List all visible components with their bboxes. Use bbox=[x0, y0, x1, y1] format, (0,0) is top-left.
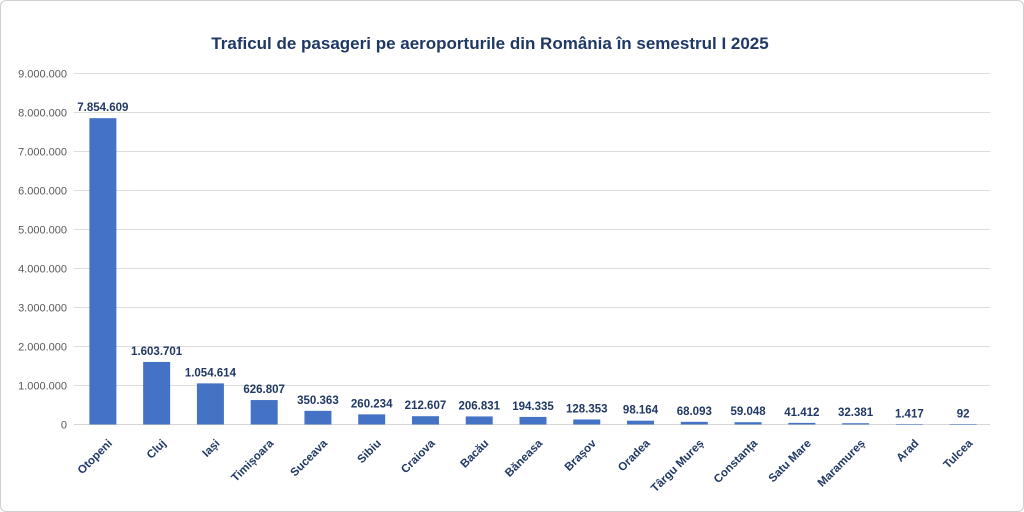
bar bbox=[573, 419, 601, 425]
x-axis-category-label: Satu Mare bbox=[767, 438, 814, 485]
bar-value-label: 1.417 bbox=[895, 408, 924, 420]
bar-value-label: 41.412 bbox=[784, 407, 819, 419]
y-axis-tick-label: 4.000.000 bbox=[18, 264, 67, 276]
bar bbox=[411, 416, 439, 425]
bar-value-label: 92 bbox=[957, 408, 970, 420]
bar bbox=[304, 410, 332, 425]
bar-value-label: 32.381 bbox=[838, 407, 874, 419]
x-axis-category-label: Bacău bbox=[458, 438, 491, 471]
y-axis-tick-label: 5.000.000 bbox=[18, 225, 67, 237]
bar-value-label: 194.335 bbox=[512, 401, 554, 413]
bar-value-label: 98.164 bbox=[623, 405, 659, 417]
y-axis-tick-label: 9.000.000 bbox=[18, 69, 67, 81]
y-axis-tick-label: 7.000.000 bbox=[18, 147, 67, 159]
bar-series bbox=[89, 118, 977, 425]
x-axis-category-label: Arad bbox=[894, 438, 921, 465]
bar-value-label: 128.353 bbox=[566, 403, 608, 415]
chart-title: Traficul de pasageri pe aeroporturile di… bbox=[211, 34, 768, 53]
x-axis-category-label: Otopeni bbox=[76, 438, 115, 477]
x-axis-category-label: Constanța bbox=[712, 437, 761, 486]
x-axis-category-label: Iași bbox=[200, 438, 222, 460]
bar bbox=[519, 416, 547, 425]
x-axis-category-label: Timișoara bbox=[230, 437, 277, 484]
bar-value-label: 626.807 bbox=[243, 384, 285, 396]
x-axis-category-label: Tulcea bbox=[942, 437, 976, 471]
y-axis-tick-label: 3.000.000 bbox=[18, 303, 67, 315]
bar bbox=[627, 420, 655, 425]
bar-value-label: 59.048 bbox=[730, 406, 766, 418]
bar-value-label: 7.854.609 bbox=[77, 102, 128, 114]
x-axis-category-label: Sibiu bbox=[355, 438, 383, 466]
bar bbox=[358, 414, 386, 425]
gridlines bbox=[74, 73, 990, 425]
x-axis-category-label: Brașov bbox=[563, 437, 599, 473]
bar bbox=[895, 424, 923, 425]
bar bbox=[949, 424, 977, 425]
y-axis-tick-label: 0 bbox=[61, 420, 67, 432]
y-axis-tick-label: 6.000.000 bbox=[18, 186, 67, 198]
x-axis-category-labels: Otopeni Cluj Iași Timișoara Suceava Sibiu Crai… bbox=[76, 437, 976, 495]
bar-value-label: 68.093 bbox=[677, 406, 712, 418]
y-axis-tick-label: 2.000.000 bbox=[18, 342, 67, 354]
x-axis-category-label: Suceava bbox=[289, 437, 331, 479]
bar bbox=[842, 423, 870, 425]
bar bbox=[250, 400, 278, 425]
bar-value-label: 350.363 bbox=[297, 395, 339, 407]
x-axis-category-label: Cluj bbox=[145, 438, 169, 462]
bar bbox=[196, 383, 224, 425]
y-axis-tick-labels: 0 1.000.000 2.000.000 3.000.000 4.000.000 5.0… bbox=[18, 69, 67, 432]
bar-value-label: 1.603.701 bbox=[131, 346, 183, 358]
x-axis-category-label: Craiova bbox=[399, 437, 438, 476]
bar-value-label: 1.054.614 bbox=[185, 367, 237, 379]
x-axis-category-label: Oradea bbox=[616, 437, 653, 474]
bar-value-label: 212.607 bbox=[405, 400, 447, 412]
x-axis-category-label: Târgu Mureș bbox=[649, 438, 706, 495]
bar bbox=[680, 421, 708, 425]
bar-value-label: 260.234 bbox=[351, 398, 393, 410]
bar bbox=[734, 422, 762, 425]
bar bbox=[143, 361, 171, 425]
bar-value-label: 206.831 bbox=[458, 400, 500, 412]
y-axis-tick-label: 8.000.000 bbox=[18, 108, 67, 120]
x-axis-category-label: Băneasa bbox=[503, 437, 545, 479]
bar bbox=[89, 118, 117, 425]
x-axis-category-label: Maramureș bbox=[816, 438, 868, 490]
bar bbox=[788, 422, 816, 425]
bar bbox=[465, 416, 493, 425]
y-axis-tick-label: 1.000.000 bbox=[18, 381, 67, 393]
